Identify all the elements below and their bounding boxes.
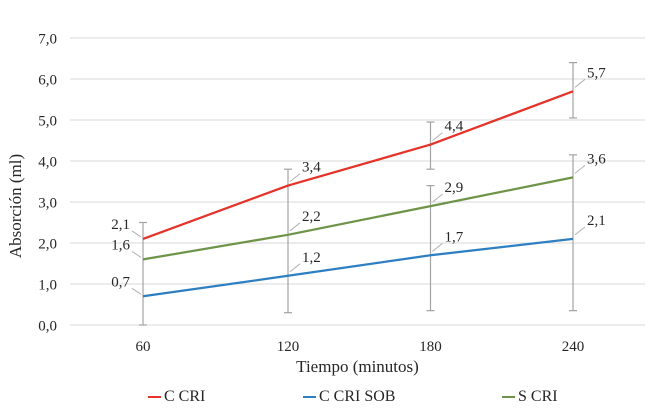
data-label-c-cri: 2,1 (111, 217, 130, 233)
legend-color-dash (502, 395, 515, 399)
legend-label: C CRI (164, 388, 206, 405)
data-label-s-cri: 2,2 (302, 209, 321, 225)
error-bar (139, 221, 147, 326)
data-label-s-cri: 2,9 (445, 180, 464, 196)
leader-line (432, 242, 443, 252)
leader-line (131, 250, 142, 258)
x-tick-label: 120 (277, 339, 300, 355)
error-bar (284, 168, 292, 314)
series-line-c-cri-sob (142, 237, 574, 298)
legend: C CRI C CRI SOB S CRI (0, 388, 658, 412)
data-label-c-cri-sob: 2,1 (587, 213, 606, 229)
leader-line (432, 132, 443, 141)
legend-color-dash (148, 395, 161, 399)
data-label-c-cri-sob: 1,2 (302, 250, 321, 266)
error-bar (426, 121, 435, 312)
y-axis-title: Absorción (ml) (6, 153, 25, 259)
legend-item-s-cri: S CRI (502, 388, 558, 406)
y-tick-label: 2,0 (38, 237, 57, 253)
leader-line (289, 173, 301, 182)
data-label-c-cri: 5,7 (587, 65, 606, 81)
y-tick-label: 0,0 (38, 319, 57, 335)
y-tick-label: 5,0 (38, 114, 57, 130)
y-tick-label: 3,0 (38, 196, 57, 212)
leader-line (574, 165, 586, 174)
data-label-s-cri: 1,6 (111, 237, 130, 253)
legend-item-c-cri-sob: C CRI SOB (303, 388, 395, 406)
y-tick-label: 1,0 (38, 278, 57, 294)
leader-line (574, 226, 586, 236)
legend-item-c-cri: C CRI (148, 388, 205, 406)
y-tick-label: 4,0 (38, 155, 57, 171)
x-tick-label: 60 (136, 339, 151, 355)
leader-line (289, 222, 301, 232)
legend-label: C CRI SOB (319, 388, 396, 405)
legend-label: S CRI (518, 388, 558, 405)
leader-line (289, 263, 301, 273)
legend-color-dash (303, 395, 316, 399)
data-label-s-cri: 3,6 (587, 151, 606, 167)
y-tick-label: 6,0 (38, 73, 57, 89)
x-tick-label: 180 (419, 339, 442, 355)
data-label-c-cri: 4,4 (445, 119, 464, 135)
series-line-c-cri (142, 90, 574, 240)
x-axis-title: Tiempo (minutos) (296, 357, 419, 376)
leader-line (432, 193, 443, 203)
data-label-c-cri-sob: 0,7 (111, 274, 130, 290)
error-bar (569, 61, 577, 312)
leader-line (131, 287, 142, 295)
leader-line (574, 78, 586, 88)
data-label-c-cri-sob: 1,7 (445, 229, 464, 245)
leader-line (131, 230, 142, 238)
y-tick-label: 7,0 (38, 32, 57, 48)
x-tick-label: 240 (562, 339, 585, 355)
data-label-c-cri: 3,4 (302, 160, 321, 176)
series-line-s-cri (142, 176, 574, 261)
